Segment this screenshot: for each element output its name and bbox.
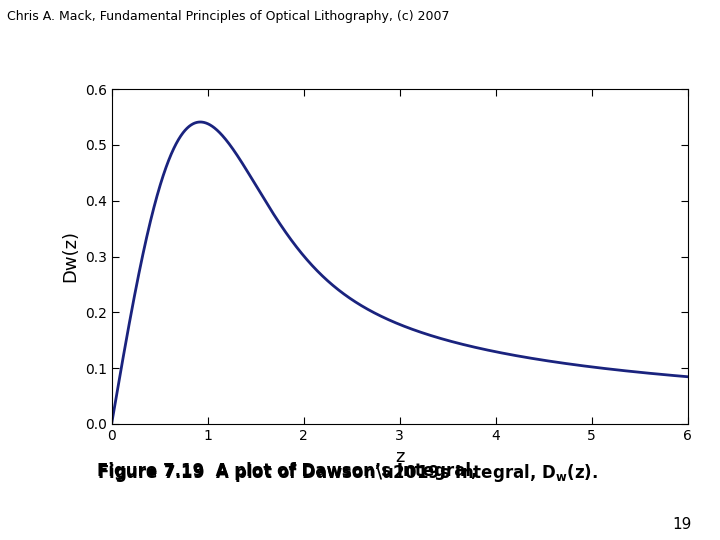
Y-axis label: Dw(z): Dw(z) — [61, 231, 79, 282]
Text: 19: 19 — [672, 517, 691, 532]
X-axis label: z: z — [395, 448, 405, 467]
Text: Figure 7.19  A plot of Dawson\u2019s Integral, $\mathbf{D_w}$(z).: Figure 7.19 A plot of Dawson\u2019s Inte… — [97, 462, 598, 484]
Text: Chris A. Mack, Fundamental Principles of Optical Lithography, (c) 2007: Chris A. Mack, Fundamental Principles of… — [7, 10, 450, 23]
Text: Figure 7.19  A plot of Dawson’s Integral,: Figure 7.19 A plot of Dawson’s Integral, — [97, 462, 483, 480]
